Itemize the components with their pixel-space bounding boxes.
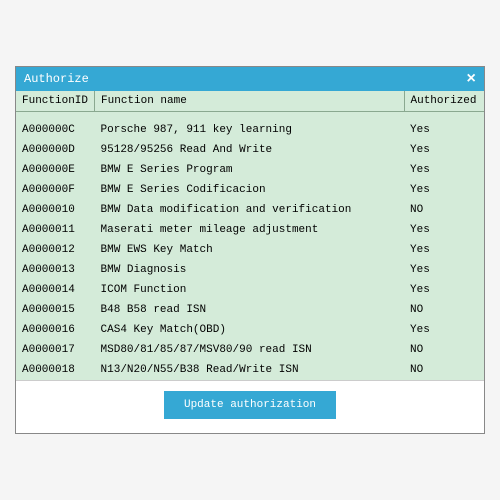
header-authorized: Authorized — [404, 91, 484, 112]
cell-function-id: A0000011 — [16, 220, 95, 240]
header-function-id: FunctionID — [16, 91, 95, 112]
cell-function-name: Porsche 987, 911 key learning — [95, 120, 404, 140]
table-row[interactable]: A0000014ICOM FunctionYes — [16, 280, 484, 300]
cell-function-name: BMW EWS Key Match — [95, 240, 404, 260]
cell-authorized: Yes — [404, 220, 484, 240]
content-area: FunctionID Function name Authorized A000… — [16, 91, 484, 380]
titlebar: Authorize × — [16, 67, 484, 91]
cell-authorized: Yes — [404, 160, 484, 180]
cell-function-name: CAS4 Key Match(OBD) — [95, 320, 404, 340]
cell-authorized: Yes — [404, 120, 484, 140]
authorize-window: Authorize × FunctionID Function name Aut… — [15, 66, 485, 434]
cell-function-id: A0000010 — [16, 200, 95, 220]
cell-function-id: A0000017 — [16, 340, 95, 360]
table-row[interactable]: A0000018N13/N20/N55/B38 Read/Write ISNNO — [16, 360, 484, 380]
table-row[interactable]: A0000012BMW EWS Key MatchYes — [16, 240, 484, 260]
cell-function-name: BMW E Series Program — [95, 160, 404, 180]
cell-function-id: A0000015 — [16, 300, 95, 320]
cell-function-name — [95, 112, 404, 121]
table-row[interactable]: A000000D95128/95256 Read And WriteYes — [16, 140, 484, 160]
cell-function-id: A000000F — [16, 180, 95, 200]
cell-function-id: A000000C — [16, 120, 95, 140]
cell-function-id: A0000016 — [16, 320, 95, 340]
table-row[interactable]: A000000EBMW E Series ProgramYes — [16, 160, 484, 180]
table-row[interactable]: A0000017MSD80/81/85/87/MSV80/90 read ISN… — [16, 340, 484, 360]
cell-authorized — [404, 112, 484, 121]
cell-authorized: Yes — [404, 280, 484, 300]
table-row[interactable]: A0000011Maserati meter mileage adjustmen… — [16, 220, 484, 240]
cell-function-id: A0000014 — [16, 280, 95, 300]
cell-function-name: B48 B58 read ISN — [95, 300, 404, 320]
table-row[interactable]: A0000015B48 B58 read ISNNO — [16, 300, 484, 320]
table-row[interactable]: A0000010BMW Data modification and verifi… — [16, 200, 484, 220]
cell-function-id: A0000012 — [16, 240, 95, 260]
cell-function-name: MSD80/81/85/87/MSV80/90 read ISN — [95, 340, 404, 360]
cell-authorized: NO — [404, 340, 484, 360]
cell-function-name: ICOM Function — [95, 280, 404, 300]
cell-function-id: A000000E — [16, 160, 95, 180]
cell-authorized: Yes — [404, 320, 484, 340]
table-header-row: FunctionID Function name Authorized — [16, 91, 484, 112]
cell-function-id: A0000018 — [16, 360, 95, 380]
cell-function-name: BMW E Series Codificacion — [95, 180, 404, 200]
cell-authorized: NO — [404, 200, 484, 220]
update-authorization-button[interactable]: Update authorization — [164, 391, 336, 419]
cell-function-name: N13/N20/N55/B38 Read/Write ISN — [95, 360, 404, 380]
cell-authorized: Yes — [404, 140, 484, 160]
table-row[interactable] — [16, 112, 484, 121]
table-row[interactable]: A000000CPorsche 987, 911 key learningYes — [16, 120, 484, 140]
cell-authorized: NO — [404, 360, 484, 380]
cell-function-id: A000000D — [16, 140, 95, 160]
cell-authorized: NO — [404, 300, 484, 320]
cell-function-id — [16, 112, 95, 121]
cell-function-name: BMW Diagnosis — [95, 260, 404, 280]
cell-authorized: Yes — [404, 180, 484, 200]
footer: Update authorization — [16, 380, 484, 433]
header-function-name: Function name — [95, 91, 404, 112]
table-row[interactable]: A000000FBMW E Series CodificacionYes — [16, 180, 484, 200]
cell-function-name: BMW Data modification and verification — [95, 200, 404, 220]
cell-authorized: Yes — [404, 260, 484, 280]
cell-function-name: Maserati meter mileage adjustment — [95, 220, 404, 240]
cell-function-id: A0000013 — [16, 260, 95, 280]
cell-function-name: 95128/95256 Read And Write — [95, 140, 404, 160]
functions-table: FunctionID Function name Authorized A000… — [16, 91, 484, 380]
table-row[interactable]: A0000013BMW DiagnosisYes — [16, 260, 484, 280]
table-row[interactable]: A0000016CAS4 Key Match(OBD)Yes — [16, 320, 484, 340]
close-icon[interactable]: × — [466, 71, 476, 87]
window-title: Authorize — [24, 72, 89, 86]
cell-authorized: Yes — [404, 240, 484, 260]
